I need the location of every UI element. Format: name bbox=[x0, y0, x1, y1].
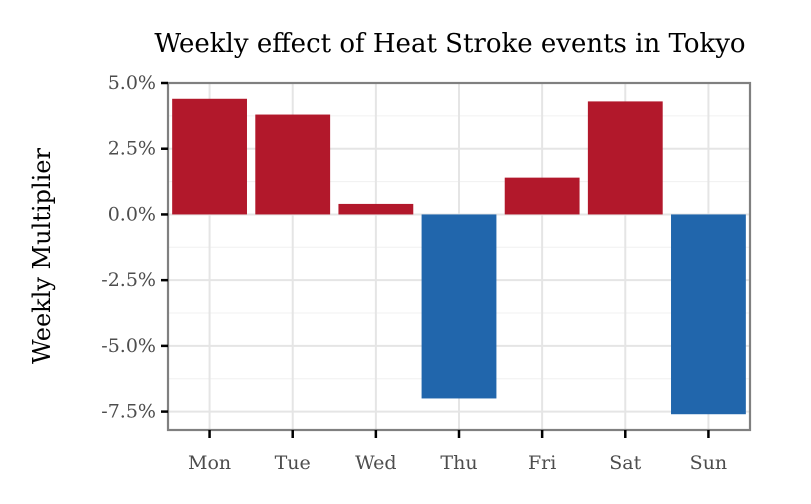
y-tick-label: -2.5% bbox=[101, 269, 156, 291]
bar-sat bbox=[587, 101, 663, 215]
y-tick-label: 0.0% bbox=[108, 203, 156, 225]
y-tick-label: -7.5% bbox=[101, 401, 156, 423]
x-tick-label: Sat bbox=[609, 452, 641, 474]
bar-wed bbox=[338, 203, 414, 215]
bar-sun bbox=[671, 214, 746, 415]
x-tick-label: Mon bbox=[188, 452, 231, 474]
y-axis-label: Weekly Multiplier bbox=[28, 148, 56, 364]
x-tick-label: Sun bbox=[690, 452, 728, 474]
x-tick-label: Thu bbox=[440, 452, 477, 474]
x-tick-label: Tue bbox=[275, 452, 311, 474]
bar-thu bbox=[421, 214, 497, 399]
bar-fri bbox=[504, 177, 580, 215]
y-tick-label: 2.5% bbox=[108, 138, 156, 160]
bars bbox=[172, 98, 746, 415]
bar-mon bbox=[172, 98, 247, 215]
x-tick-label: Wed bbox=[355, 452, 396, 474]
y-tick-label: -5.0% bbox=[101, 335, 156, 357]
chart-title: Weekly effect of Heat Stroke events in T… bbox=[154, 29, 745, 59]
bar-tue bbox=[255, 114, 331, 215]
axes: 5.0% 2.5% 0.0% -2.5% -5.0% -7.5% Mon Tue Wed Thu F… bbox=[101, 72, 727, 474]
y-tick-label: 5.0% bbox=[108, 72, 156, 94]
x-tick-label: Fri bbox=[528, 452, 556, 474]
